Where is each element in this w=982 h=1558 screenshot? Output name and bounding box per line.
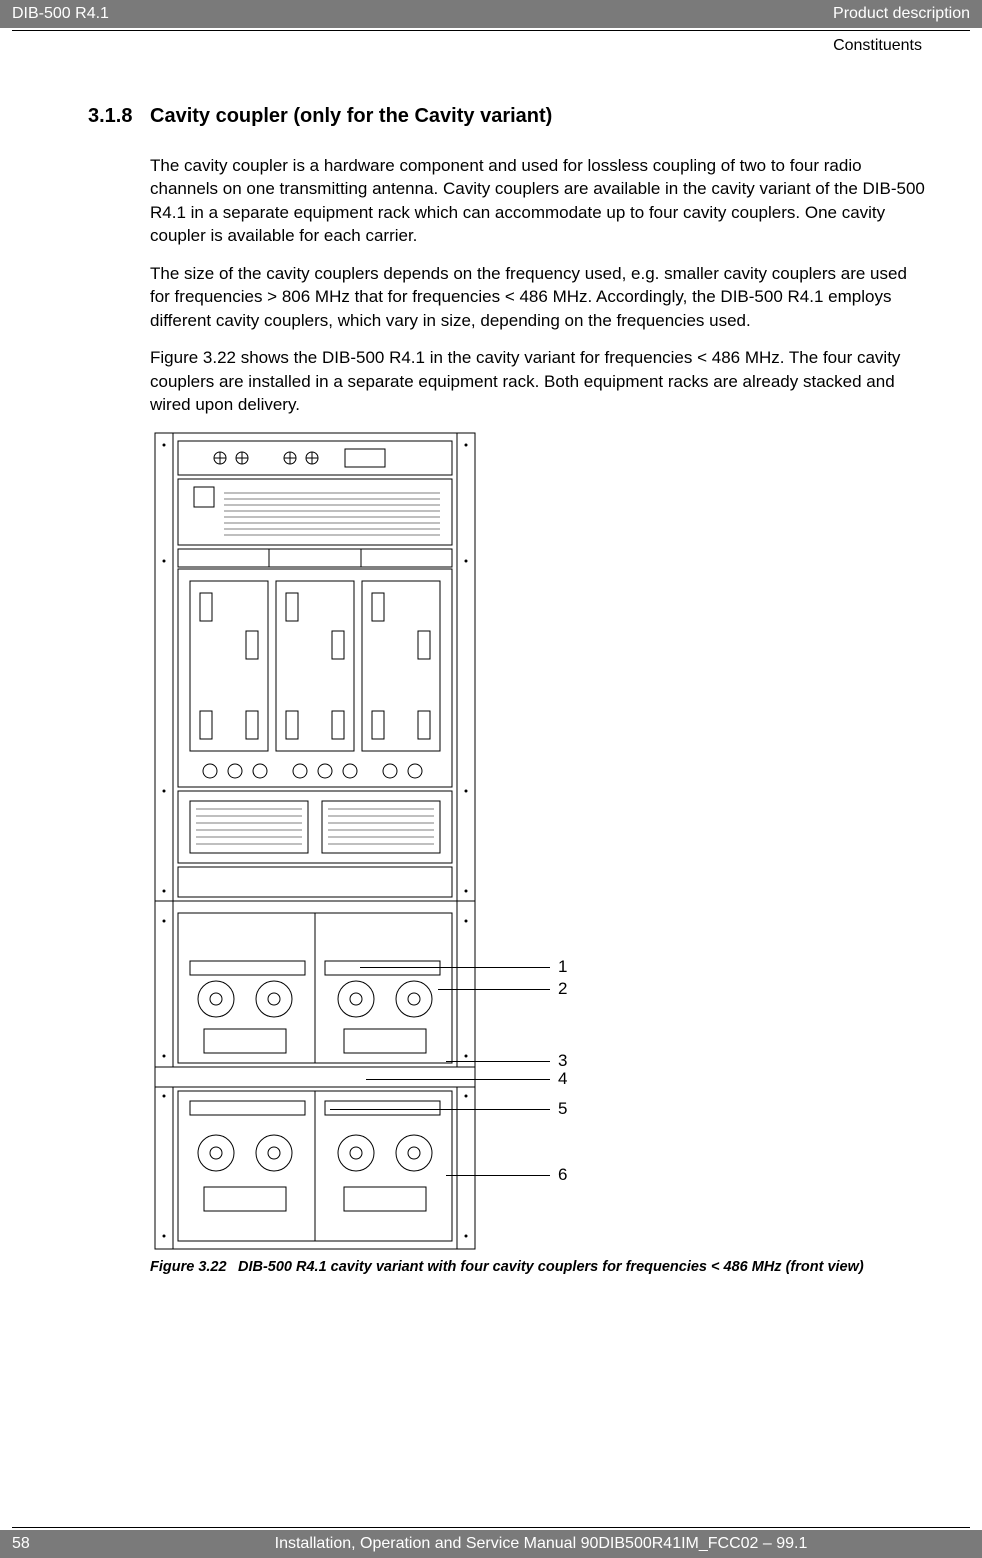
callout-line-6 — [446, 1175, 550, 1176]
section-title: Cavity coupler (only for the Cavity vari… — [150, 105, 552, 127]
callout-num-4: 4 — [558, 1069, 567, 1089]
footer-rule — [12, 1527, 970, 1528]
figure-label: Figure 3.22 — [150, 1259, 238, 1275]
callout-line-3 — [446, 1061, 550, 1062]
section-number: 3.1.8 — [88, 105, 150, 128]
section-heading: 3.1.8Cavity coupler (only for the Cavity… — [88, 105, 927, 128]
callout-line-2 — [438, 989, 550, 990]
callout-line-5 — [330, 1109, 550, 1110]
paragraph-2: The size of the cavity couplers depends … — [150, 262, 927, 332]
sub-header: Constituents — [0, 31, 982, 55]
figure-caption-text: DIB-500 R4.1 cavity variant with four ca… — [238, 1259, 927, 1275]
callout-num-2: 2 — [558, 979, 567, 999]
paragraph-3: Figure 3.22 shows the DIB-500 R4.1 in th… — [150, 346, 927, 416]
callout-num-5: 5 — [558, 1099, 567, 1119]
callout-num-6: 6 — [558, 1165, 567, 1185]
callout-num-3: 3 — [558, 1051, 567, 1071]
header-right: Product description — [833, 5, 970, 23]
equipment-rack-diagram — [150, 431, 480, 1251]
figure-area: 1 2 3 4 5 6 — [150, 431, 927, 1251]
callout-num-1: 1 — [558, 957, 567, 977]
footer-bar: 58 Installation, Operation and Service M… — [0, 1530, 982, 1558]
callout-line-1 — [360, 967, 550, 968]
callout-line-4 — [366, 1079, 550, 1080]
paragraph-1: The cavity coupler is a hardware compone… — [150, 154, 927, 248]
footer-text: Installation, Operation and Service Manu… — [72, 1535, 970, 1553]
header-left: DIB-500 R4.1 — [12, 5, 109, 23]
figure-caption: Figure 3.22 DIB-500 R4.1 cavity variant … — [150, 1259, 927, 1275]
content-area: 3.1.8Cavity coupler (only for the Cavity… — [0, 55, 982, 1275]
header-bar: DIB-500 R4.1 Product description — [0, 0, 982, 28]
body-text: The cavity coupler is a hardware compone… — [150, 154, 927, 417]
page-number: 58 — [12, 1535, 72, 1553]
